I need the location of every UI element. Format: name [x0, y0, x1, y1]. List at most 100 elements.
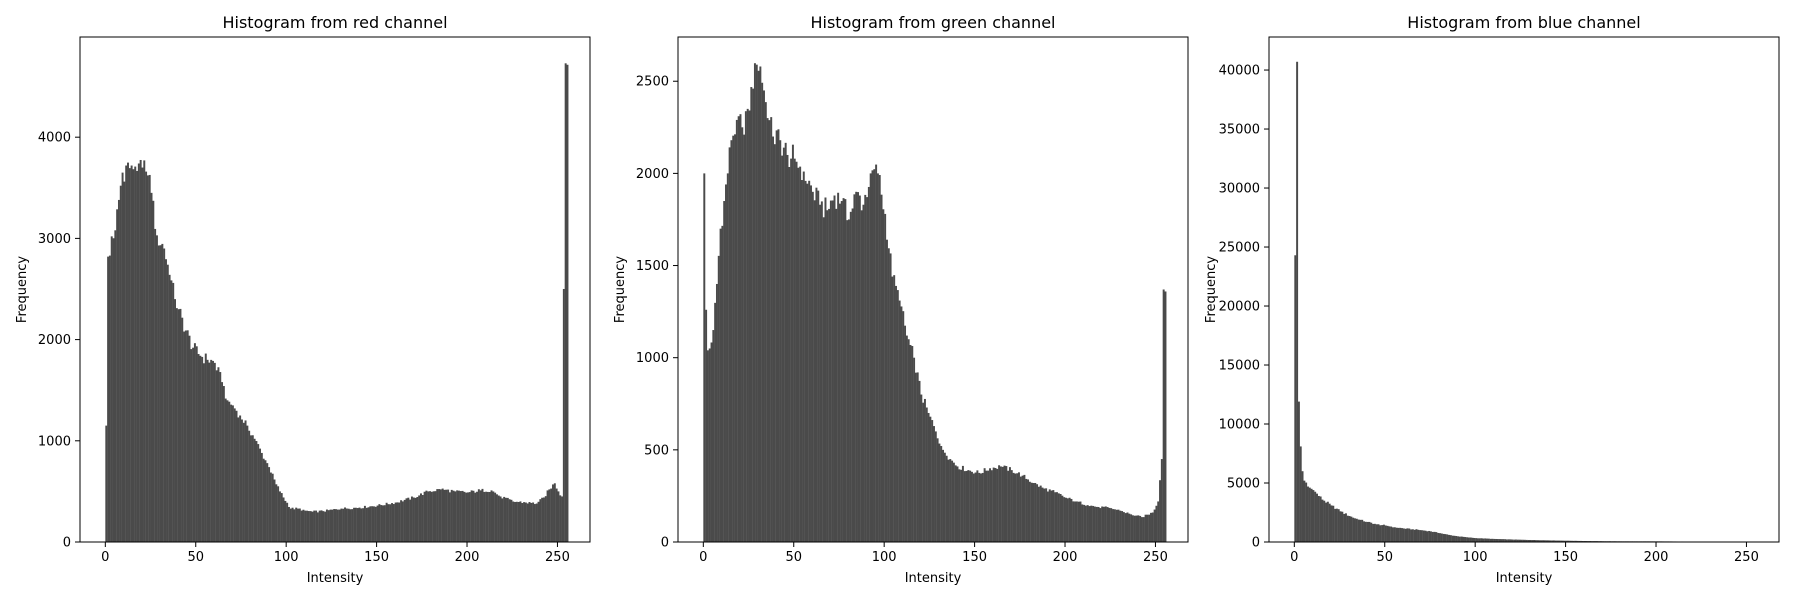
histogram-bar-red-182: [434, 491, 436, 542]
histogram-bar-green-59: [810, 185, 812, 542]
histogram-bar-red-30: [160, 245, 162, 542]
chart-title-green: Histogram from green channel: [810, 13, 1055, 32]
histogram-bar-green-39: [774, 144, 776, 542]
histogram-bar-blue-19: [1329, 504, 1331, 542]
histogram-bar-red-43: [183, 332, 185, 542]
histogram-bar-red-203: [472, 491, 474, 542]
histogram-bar-red-54: [203, 363, 205, 542]
histogram-bar-green-22: [743, 135, 745, 542]
histogram-bar-green-45: [785, 143, 787, 542]
y-tick-label: 0: [1252, 536, 1260, 551]
histogram-bar-blue-18: [1327, 502, 1329, 542]
histogram-bar-blue-8: [1309, 488, 1311, 542]
histogram-bar-red-47: [190, 349, 192, 542]
histogram-bar-red-26: [152, 201, 154, 542]
histogram-bar-green-245: [1146, 515, 1148, 542]
histogram-bar-green-124: [928, 413, 930, 542]
x-tick-label: 0: [1290, 550, 1298, 565]
histogram-bar-red-1: [107, 257, 109, 542]
histogram-bar-green-15: [730, 140, 732, 542]
histogram-bar-green-196: [1058, 493, 1060, 542]
histogram-bar-red-55: [205, 354, 207, 542]
histogram-bar-red-104: [293, 509, 295, 542]
histogram-bar-red-72: [236, 411, 238, 542]
histogram-bar-green-194: [1054, 492, 1056, 542]
histogram-bar-red-228: [518, 502, 520, 542]
histogram-bar-red-161: [396, 502, 398, 542]
histogram-bar-green-254: [1163, 290, 1165, 543]
histogram-bar-red-140: [359, 508, 361, 542]
histogram-bar-green-30: [758, 71, 760, 542]
histogram-bar-red-40: [178, 309, 180, 542]
histogram-bar-blue-12: [1316, 494, 1318, 542]
histogram-bar-red-124: [330, 510, 332, 542]
histogram-bar-red-63: [219, 372, 221, 542]
histogram-bar-red-170: [413, 497, 415, 542]
histogram-bar-red-116: [315, 511, 317, 542]
histogram-bar-green-53: [799, 167, 801, 542]
histogram-bar-red-223: [509, 499, 511, 542]
histogram-bar-red-138: [355, 508, 357, 542]
histogram-bar-red-117: [317, 512, 319, 542]
histogram-bar-green-107: [897, 290, 899, 542]
histogram-bar-green-130: [938, 444, 940, 542]
histogram-bar-red-95: [277, 486, 279, 542]
histogram-bar-red-69: [230, 405, 232, 542]
histogram-bar-blue-57: [1397, 528, 1399, 542]
histogram-bar-green-40: [776, 130, 778, 542]
histogram-bar-green-149: [973, 474, 975, 543]
histogram-bar-red-61: [216, 370, 218, 542]
histogram-bar-red-249: [556, 489, 558, 542]
y-tick-label: 4000: [38, 131, 71, 146]
histogram-bar-blue-30: [1349, 516, 1351, 542]
histogram-bar-green-242: [1141, 517, 1143, 542]
histogram-bar-green-54: [801, 180, 803, 542]
histogram-bar-red-130: [340, 509, 342, 542]
histogram-bar-blue-36: [1359, 520, 1361, 542]
histogram-bar-red-17: [136, 171, 138, 542]
histogram-bar-red-169: [411, 497, 413, 542]
y-tick-label: 500: [644, 443, 669, 458]
histogram-bar-green-239: [1136, 516, 1138, 542]
histogram-bar-blue-5: [1303, 481, 1305, 542]
histogram-bar-red-84: [257, 444, 259, 542]
histogram-bar-green-151: [976, 470, 978, 542]
histogram-bar-green-106: [895, 286, 897, 542]
x-tick-label: 50: [1376, 550, 1393, 565]
histogram-bar-blue-51: [1387, 526, 1389, 542]
histogram-bar-blue-81: [1441, 533, 1443, 542]
histogram-bar-red-201: [469, 492, 471, 542]
histogram-bar-red-51: [198, 354, 200, 542]
histogram-bar-green-81: [850, 212, 852, 542]
histogram-bar-green-1: [705, 310, 707, 542]
histogram-bar-green-109: [900, 306, 902, 542]
histogram-bar-green-36: [768, 120, 770, 542]
histogram-bar-red-206: [478, 489, 480, 542]
histogram-bar-green-200: [1065, 498, 1067, 542]
histogram-bar-red-58: [210, 360, 212, 542]
histogram-bar-blue-106: [1486, 539, 1488, 542]
histogram-bar-green-5: [712, 330, 714, 542]
histogram-bar-red-106: [297, 509, 299, 542]
histogram-bar-blue-21: [1332, 506, 1334, 542]
histogram-bar-blue-74: [1428, 531, 1430, 542]
histogram-bar-green-234: [1127, 513, 1129, 543]
histogram-bar-green-100: [884, 214, 886, 542]
histogram-bar-green-108: [899, 301, 901, 542]
histogram-bar-blue-11: [1314, 492, 1316, 542]
histogram-bar-green-233: [1125, 513, 1127, 542]
histogram-bar-red-109: [302, 510, 304, 542]
histogram-bar-green-6: [714, 303, 716, 542]
histogram-bar-blue-59: [1401, 528, 1403, 542]
histogram-bar-red-25: [151, 193, 153, 542]
histogram-bar-blue-101: [1477, 538, 1479, 542]
histogram-bar-red-255: [566, 65, 568, 542]
histogram-bar-green-148: [971, 472, 973, 542]
histogram-bar-red-202: [471, 490, 473, 542]
histogram-bar-green-78: [844, 199, 846, 542]
histogram-bar-green-44: [783, 148, 785, 542]
histogram-bar-green-176: [1022, 476, 1024, 542]
histogram-bar-red-32: [163, 249, 165, 542]
histogram-bar-green-132: [942, 450, 944, 542]
histogram-bar-green-60: [812, 192, 814, 542]
